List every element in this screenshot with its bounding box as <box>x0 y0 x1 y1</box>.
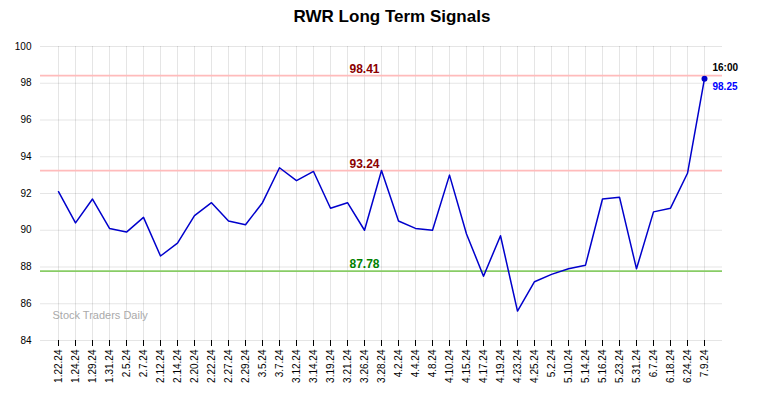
svg-text:3.26.24: 3.26.24 <box>359 349 370 383</box>
svg-text:2.7.24: 2.7.24 <box>138 349 149 377</box>
svg-text:88: 88 <box>20 261 32 272</box>
svg-text:4.4.24: 4.4.24 <box>410 349 421 377</box>
svg-text:4.10.24: 4.10.24 <box>444 349 455 383</box>
svg-text:4.19.24: 4.19.24 <box>495 349 506 383</box>
svg-text:100: 100 <box>15 41 32 52</box>
svg-text:98.25: 98.25 <box>713 81 738 92</box>
svg-text:6.24.24: 6.24.24 <box>682 349 693 383</box>
svg-text:3.12.24: 3.12.24 <box>291 349 302 383</box>
svg-text:92: 92 <box>20 188 32 199</box>
svg-text:4.25.24: 4.25.24 <box>529 349 540 383</box>
svg-text:93.24: 93.24 <box>349 157 379 171</box>
svg-text:3.7.24: 3.7.24 <box>274 349 285 377</box>
svg-text:4.23.24: 4.23.24 <box>512 349 523 383</box>
svg-text:3.14.24: 3.14.24 <box>308 349 319 383</box>
svg-text:Stock Traders Daily: Stock Traders Daily <box>53 309 149 321</box>
svg-text:2.12.24: 2.12.24 <box>155 349 166 383</box>
svg-text:96: 96 <box>20 114 32 125</box>
svg-text:2.22.24: 2.22.24 <box>206 349 217 383</box>
svg-text:5.23.24: 5.23.24 <box>614 349 625 383</box>
svg-text:98: 98 <box>20 77 32 88</box>
svg-text:84: 84 <box>20 335 32 346</box>
svg-text:5.31.24: 5.31.24 <box>631 349 642 383</box>
svg-text:86: 86 <box>20 298 32 309</box>
svg-text:5.2.24: 5.2.24 <box>546 349 557 377</box>
svg-text:1.29.24: 1.29.24 <box>87 349 98 383</box>
svg-text:90: 90 <box>20 224 32 235</box>
svg-text:87.78: 87.78 <box>349 257 379 271</box>
svg-text:4.17.24: 4.17.24 <box>478 349 489 383</box>
svg-text:5.16.24: 5.16.24 <box>597 349 608 383</box>
svg-text:16:00: 16:00 <box>713 62 739 73</box>
svg-text:94: 94 <box>20 151 32 162</box>
svg-text:4.2.24: 4.2.24 <box>393 349 404 377</box>
svg-text:2.20.24: 2.20.24 <box>189 349 200 383</box>
svg-text:5.10.24: 5.10.24 <box>563 349 574 383</box>
svg-text:3.28.24: 3.28.24 <box>376 349 387 383</box>
svg-text:4.15.24: 4.15.24 <box>461 349 472 383</box>
svg-text:2.27.24: 2.27.24 <box>223 349 234 383</box>
html-text:RWR Long Term Signals: RWR Long Term Signals <box>293 7 491 26</box>
svg-text:3.21.24: 3.21.24 <box>342 349 353 383</box>
svg-text:3.5.24: 3.5.24 <box>257 349 268 377</box>
svg-text:6.7.24: 6.7.24 <box>648 349 659 377</box>
svg-text:1.31.24: 1.31.24 <box>104 349 115 383</box>
svg-text:1.22.24: 1.22.24 <box>53 349 64 383</box>
svg-text:98.41: 98.41 <box>349 62 379 76</box>
svg-text:2.5.24: 2.5.24 <box>121 349 132 377</box>
svg-text:7.9.24: 7.9.24 <box>699 349 710 377</box>
svg-text:5.14.24: 5.14.24 <box>580 349 591 383</box>
svg-text:1.24.24: 1.24.24 <box>70 349 81 383</box>
svg-text:6.18.24: 6.18.24 <box>665 349 676 383</box>
svg-text:3.19.24: 3.19.24 <box>325 349 336 383</box>
svg-text:2.29.24: 2.29.24 <box>240 349 251 383</box>
svg-text:4.8.24: 4.8.24 <box>427 349 438 377</box>
svg-text:2.14.24: 2.14.24 <box>172 349 183 383</box>
